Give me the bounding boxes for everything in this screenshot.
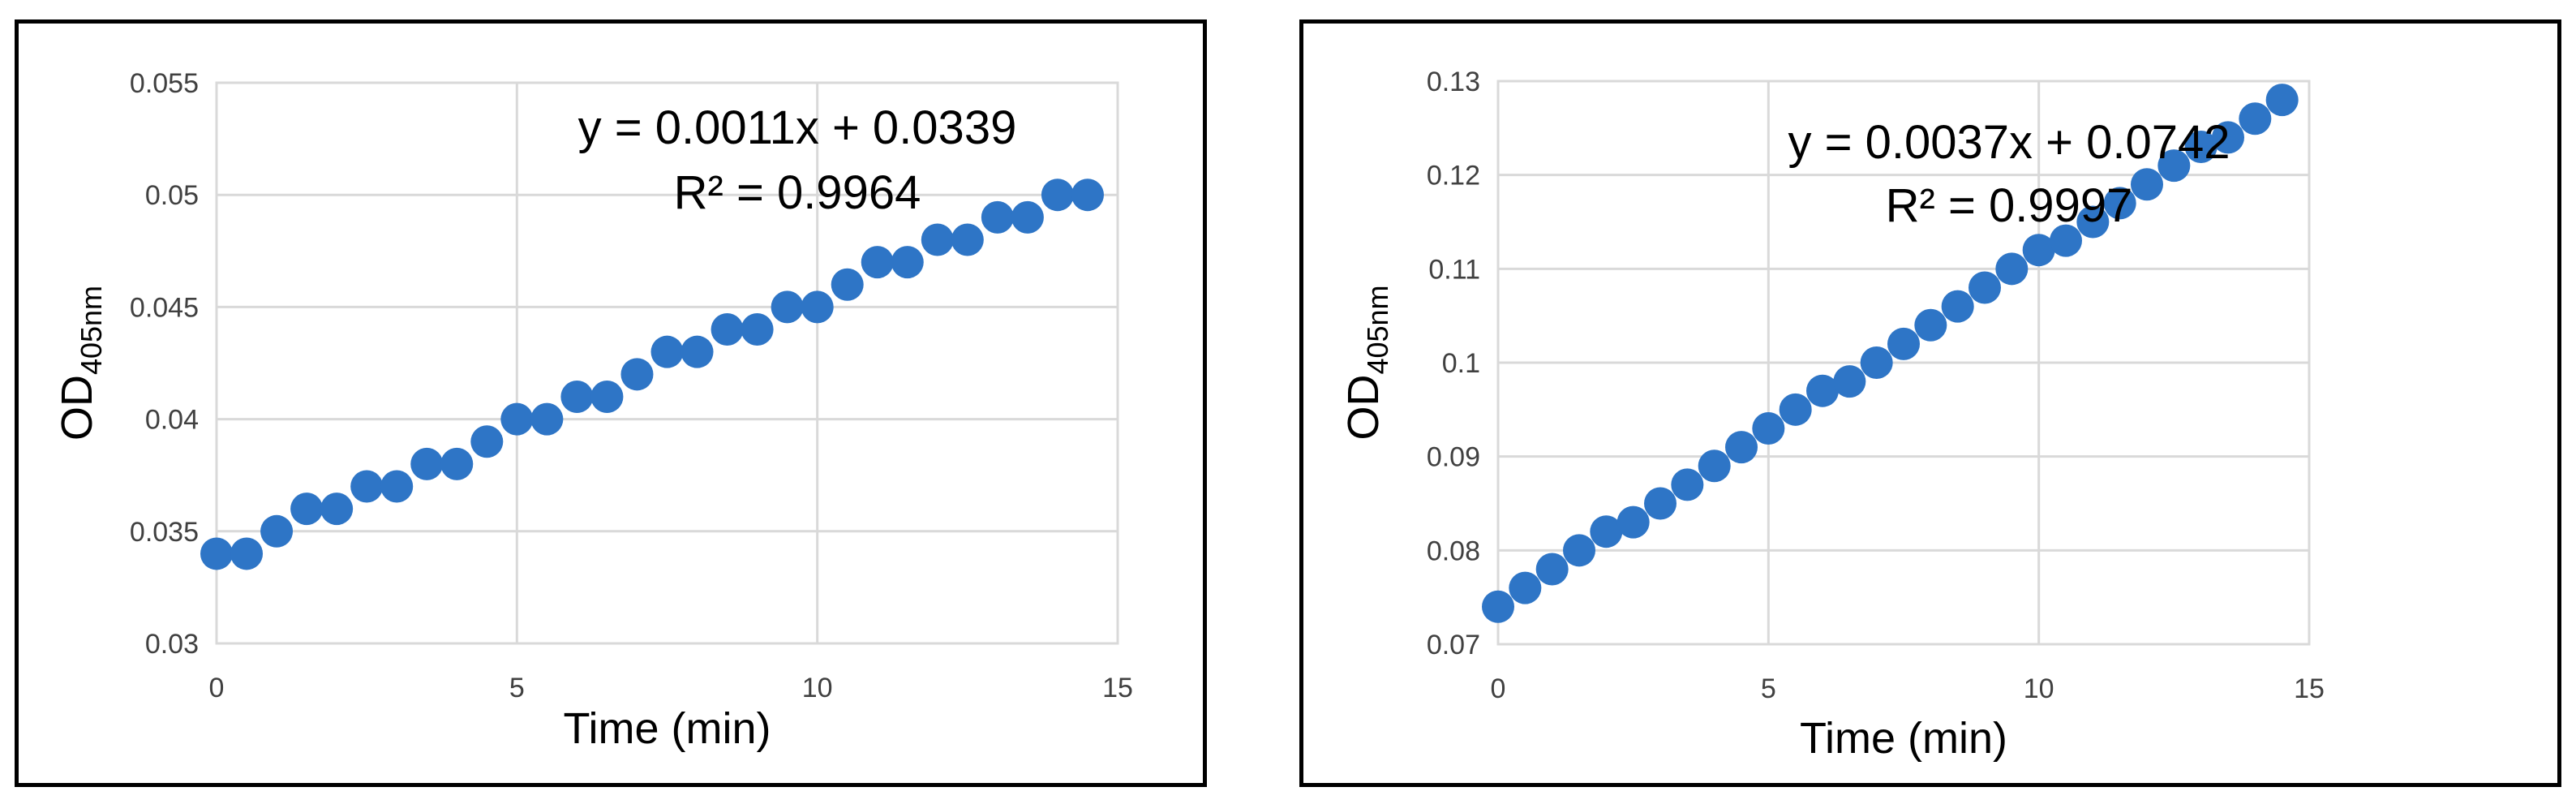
y-axis-label-main: OD (53, 375, 101, 441)
y-axis-label-main: OD (1339, 375, 1388, 441)
x-tick-label: 15 (1102, 673, 1133, 703)
data-point (230, 537, 264, 570)
data-point (2131, 168, 2163, 201)
x-axis-label: Time (min) (1800, 714, 2007, 763)
data-point (500, 402, 534, 436)
data-point (440, 447, 474, 480)
y-tick-label: 0.055 (130, 68, 199, 99)
y-tick-label: 0.07 (1427, 630, 1480, 660)
y-tick-label: 0.1 (1442, 348, 1480, 379)
data-point (921, 223, 954, 256)
data-point (1616, 505, 1650, 539)
data-point (1860, 346, 1893, 379)
data-point (380, 470, 414, 503)
data-point (1914, 308, 1947, 342)
y-tick-label: 0.12 (1427, 161, 1480, 191)
data-point (2022, 234, 2055, 267)
data-point (200, 537, 233, 570)
data-point (2050, 224, 2082, 257)
data-point (861, 246, 894, 279)
data-point (320, 492, 354, 526)
data-point (260, 514, 294, 548)
trendline-r-squared: R² = 0.9997 (1886, 179, 2133, 232)
x-tick-label: 0 (1491, 673, 1506, 704)
y-tick-label: 0.08 (1427, 535, 1480, 566)
data-point (1752, 411, 1785, 445)
trendline-r-squared: R² = 0.9964 (674, 166, 921, 219)
data-point (1535, 553, 1569, 586)
data-point (1071, 178, 1104, 212)
data-point (530, 402, 564, 436)
data-point (590, 380, 624, 413)
data-point (1833, 365, 1866, 398)
data-point (891, 246, 924, 279)
y-tick-label: 0.04 (145, 405, 199, 436)
data-point (2265, 84, 2299, 117)
data-point (2212, 121, 2244, 154)
data-point (1011, 200, 1044, 234)
y-tick-label: 0.045 (130, 292, 199, 323)
data-point (2184, 130, 2218, 163)
data-point (1725, 431, 1758, 464)
data-point (771, 290, 804, 324)
data-point (1968, 271, 2001, 304)
chart-panel-left: 0 5 10 15 0.03 0.035 0.04 0.045 0.05 0.055 Time (m… (15, 19, 1207, 787)
x-tick-label: 15 (2294, 673, 2325, 704)
data-point (680, 335, 714, 368)
trendline-equation: y = 0.0037x + 0.0742 (1788, 116, 2230, 169)
y-axis-label: OD405nm (1339, 285, 1394, 440)
data-point (410, 447, 444, 480)
data-point (560, 380, 594, 413)
data-point (981, 200, 1014, 234)
data-point (1509, 571, 1542, 604)
data-point (741, 313, 774, 346)
scatter-chart-left: 0 5 10 15 0.03 0.035 0.04 0.045 0.05 0.055 Time (m… (53, 68, 1133, 753)
data-point (831, 268, 864, 301)
y-tick-label: 0.03 (145, 629, 199, 660)
y-tick-label: 0.11 (1428, 254, 1480, 285)
data-point (1563, 534, 1595, 567)
trendline-equation: y = 0.0011x + 0.0339 (578, 101, 1017, 154)
y-tick-label: 0.09 (1427, 442, 1480, 473)
x-tick-label: 10 (802, 673, 833, 703)
data-point (2103, 187, 2136, 220)
data-point (1941, 290, 1974, 323)
x-tick-label: 5 (1761, 673, 1776, 704)
x-tick-label: 0 (209, 673, 225, 703)
data-point (470, 425, 504, 458)
data-point (2239, 102, 2272, 135)
y-tick-label: 0.035 (130, 517, 199, 548)
data-point (620, 358, 654, 391)
data-point (1995, 252, 2029, 286)
data-point (1482, 590, 1514, 623)
y-axis-label-subscript: 405nm (1361, 285, 1394, 374)
data-point (711, 313, 744, 346)
x-axis-label: Time (min) (564, 704, 771, 753)
y-axis-label-subscript: 405nm (75, 286, 108, 375)
data-point (2076, 205, 2110, 239)
y-tick-label: 0.05 (145, 180, 199, 211)
data-point (290, 492, 324, 526)
x-tick-label: 5 (509, 673, 525, 703)
data-point (1644, 487, 1677, 520)
data-point (1779, 393, 1812, 426)
data-point (1806, 374, 1839, 407)
data-point (350, 470, 384, 503)
scatter-chart-right: 0 5 10 15 0.07 0.08 0.09 0.1 0.11 0.12 0.13 Time (m… (1339, 67, 2325, 763)
x-tick-label: 10 (2024, 673, 2054, 704)
data-point (1887, 327, 1920, 360)
data-point (1671, 468, 1704, 501)
y-axis-label: OD405nm (53, 286, 108, 441)
y-tick-label: 0.13 (1427, 67, 1480, 97)
data-point (1698, 449, 1731, 483)
data-point (801, 290, 834, 324)
data-point (650, 335, 684, 368)
data-point (2157, 149, 2191, 183)
data-point (1590, 515, 1623, 548)
chart-panel-right: 0 5 10 15 0.07 0.08 0.09 0.1 0.11 0.12 0.13 Time (m… (1299, 19, 2561, 787)
data-point (951, 223, 984, 256)
data-point (1041, 178, 1074, 212)
